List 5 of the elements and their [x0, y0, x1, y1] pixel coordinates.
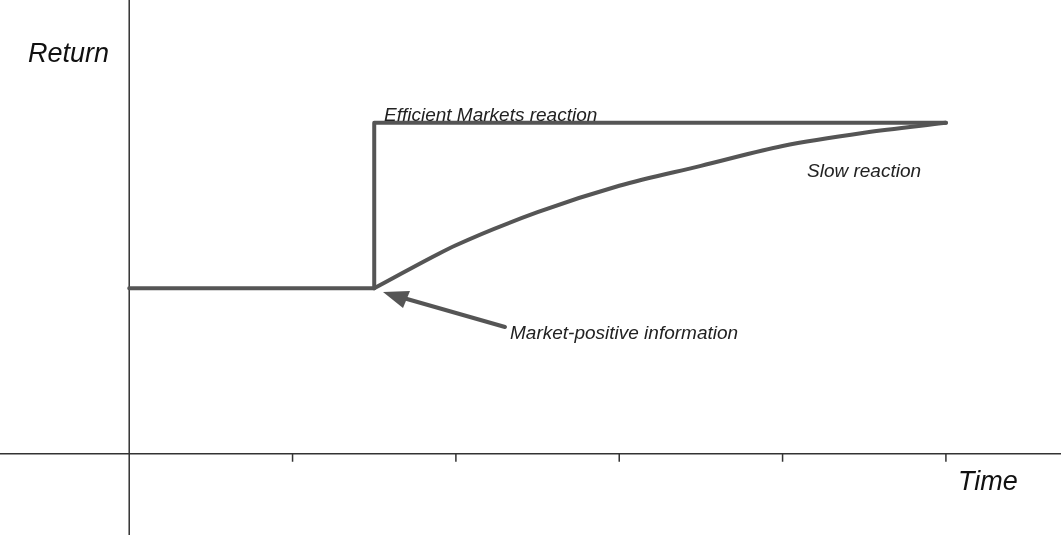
annotation: Efficient Markets reaction — [384, 104, 598, 126]
x-axis-title: Time — [958, 466, 1018, 497]
y-axis-title: Return — [28, 38, 110, 69]
annotation: Slow reaction — [807, 160, 922, 182]
annotation: Market-positive information — [510, 322, 739, 344]
